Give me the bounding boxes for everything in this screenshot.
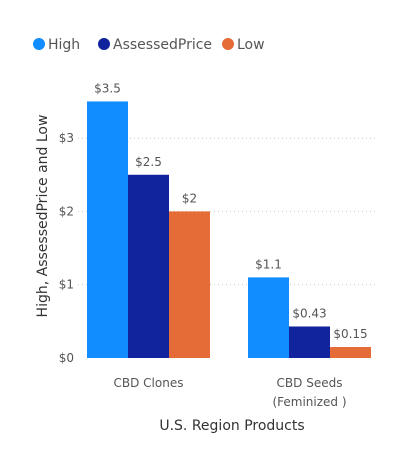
bar-assessedprice-1[interactable] [289, 326, 330, 358]
x-category-label: CBD Clones [114, 376, 184, 390]
y-tick-label: $1 [59, 278, 74, 292]
legend-label: High [48, 37, 80, 53]
bar-assessedprice-0[interactable] [128, 174, 169, 358]
bars[interactable] [87, 101, 371, 358]
bar-low-0[interactable] [169, 211, 210, 358]
x-category-label: CBD Seeds [277, 376, 343, 390]
x-axis-title: U.S. Region Products [159, 418, 304, 434]
bar-high-1[interactable] [248, 277, 289, 358]
data-label: $1.1 [255, 257, 282, 271]
x-category-label: (Feminized ) [272, 395, 346, 409]
x-axis-categories: CBD Clones CBD Seeds (Feminized ) [114, 376, 347, 409]
legend-item-low[interactable]: Low [222, 37, 265, 53]
legend-marker [222, 38, 234, 50]
legend-item-assessedprice[interactable]: AssessedPrice [98, 37, 212, 53]
y-tick-label: $3 [59, 131, 74, 145]
legend-marker [98, 38, 110, 50]
bar-high-0[interactable] [87, 101, 128, 358]
legend-item-high[interactable]: High [33, 37, 80, 53]
data-label: $2 [182, 191, 197, 205]
data-label: $2.5 [135, 155, 162, 169]
data-label: $0.15 [333, 327, 367, 341]
y-axis-title: High, AssessedPrice and Low [35, 115, 51, 318]
legend-label: AssessedPrice [113, 37, 212, 53]
data-label: $0.43 [292, 306, 326, 320]
bar-low-1[interactable] [330, 347, 371, 358]
legend-label: Low [237, 37, 265, 53]
y-axis-ticks: $0 $1 $2 $3 [59, 131, 74, 365]
data-label: $3.5 [94, 81, 121, 95]
data-labels: $3.5 $1.1 $2.5 $0.43 $2 $0.15 [94, 81, 368, 341]
y-tick-label: $2 [59, 204, 74, 218]
y-tick-label: $0 [59, 351, 74, 365]
legend[interactable]: High AssessedPrice Low [33, 37, 265, 53]
legend-marker [33, 38, 45, 50]
